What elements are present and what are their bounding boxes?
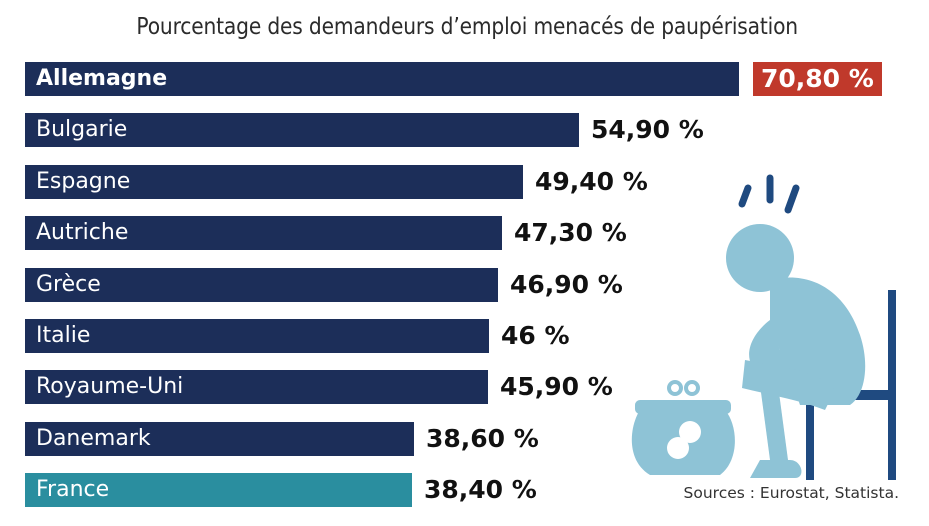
worried-person-with-purse-icon — [631, 174, 896, 480]
value-label: 38,60 % — [426, 424, 539, 453]
bar-7 — [25, 370, 488, 404]
bar-2 — [25, 113, 579, 147]
value-label: 54,90 % — [591, 115, 704, 144]
bar-8 — [25, 422, 414, 456]
category-label: Danemark — [36, 426, 151, 451]
bar-5 — [25, 268, 498, 302]
value-label: 46 % — [501, 321, 570, 350]
value-label: 38,40 % — [424, 475, 537, 504]
chart-title: Pourcentage des demandeurs d’emploi mena… — [136, 14, 798, 40]
value-label: 45,90 % — [500, 372, 613, 401]
bar-4 — [25, 216, 502, 250]
bar-3 — [25, 165, 523, 199]
bar-6 — [25, 319, 489, 353]
bar-1 — [25, 62, 739, 96]
value-label: 70,80 % — [753, 62, 882, 96]
category-label: France — [36, 477, 110, 502]
category-label: Royaume-Uni — [36, 374, 184, 399]
category-label: Espagne — [36, 169, 131, 194]
category-label: Autriche — [36, 220, 129, 245]
bar-9 — [25, 473, 412, 507]
value-label: 49,40 % — [535, 167, 648, 196]
value-label: 47,30 % — [514, 218, 627, 247]
category-label: Bulgarie — [36, 117, 128, 142]
value-label: 46,90 % — [510, 270, 623, 299]
category-label: Grèce — [36, 272, 101, 297]
category-label: Allemagne — [36, 66, 168, 91]
category-label: Italie — [36, 323, 91, 348]
source-note: Sources : Eurostat, Statista. — [683, 484, 899, 502]
